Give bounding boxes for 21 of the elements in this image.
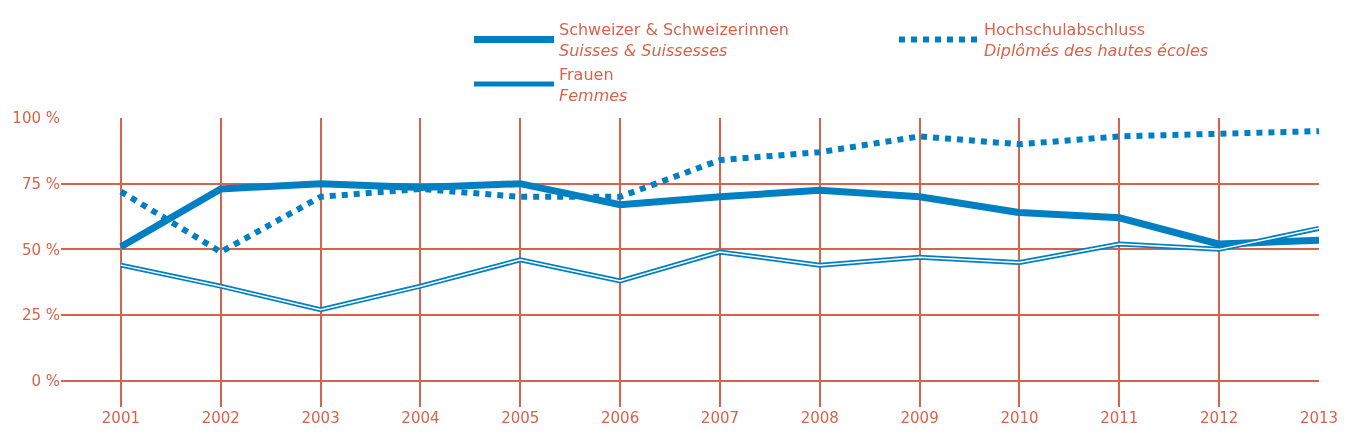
x-tick-label: 2008 — [800, 409, 839, 427]
x-tick-label: 2007 — [700, 409, 740, 427]
legend-label: Frauen Femmes — [559, 64, 628, 105]
y-tick-label: 0 % — [31, 371, 60, 390]
x-tick-label: 2009 — [900, 409, 939, 427]
x-tick-label: 2005 — [501, 409, 540, 427]
x-tick-label: 2010 — [1000, 409, 1039, 427]
y-tick-label: 100 % — [12, 109, 60, 128]
x-tick-label: 2006 — [601, 409, 640, 427]
x-tick-label: 2011 — [1100, 409, 1139, 427]
x-tick-label: 2012 — [1200, 409, 1239, 427]
legend-label: Hochschulabschluss Diplômés des hautes écoles — [984, 20, 1209, 61]
legend-label: Schweizer & Schweizerinnen Suisses & Suissesses — [559, 20, 789, 61]
x-tick-label: 2001 — [101, 409, 140, 427]
y-tick-label: 50 % — [21, 240, 60, 259]
y-tick-label: 25 % — [21, 306, 60, 325]
x-tick-label: 2003 — [301, 409, 340, 427]
x-tick-label: 2013 — [1299, 409, 1339, 427]
y-tick-label: 75 % — [21, 174, 60, 193]
x-tick-label: 2004 — [401, 409, 440, 427]
x-tick-label: 2002 — [201, 409, 240, 427]
